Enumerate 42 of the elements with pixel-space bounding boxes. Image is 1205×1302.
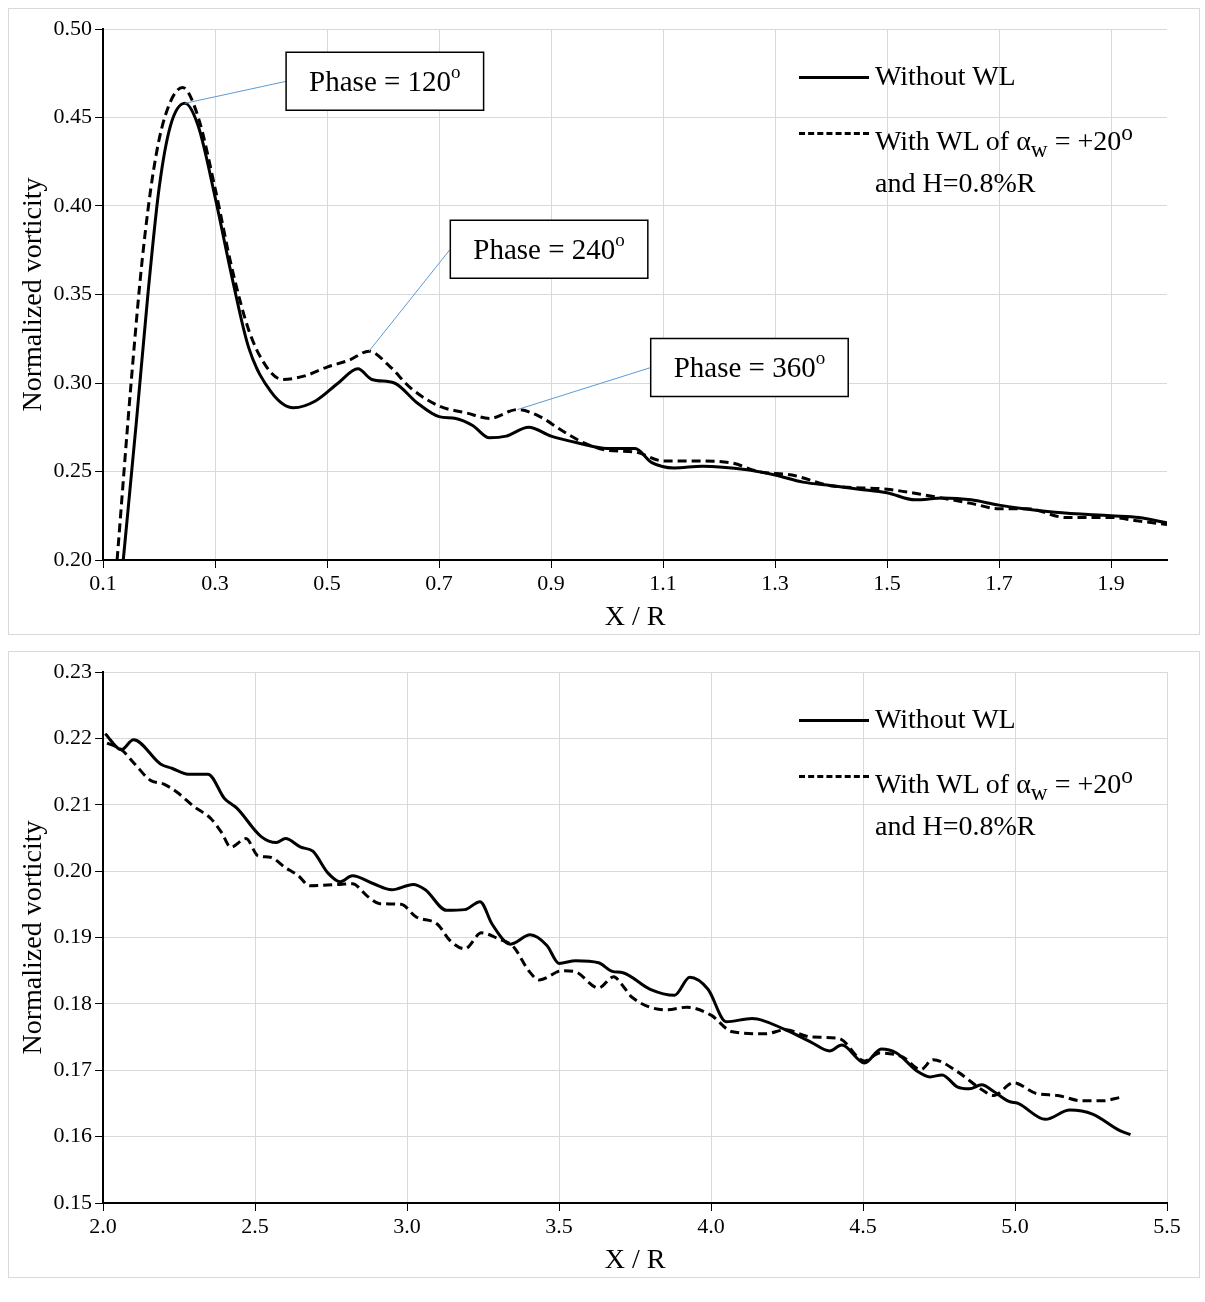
y-tick-label: 0.22 [53,724,93,750]
x-tick-label: 3.5 [545,1212,573,1238]
x-axis-title: X / R [604,599,666,631]
y-tick-label: 0.18 [53,989,93,1015]
x-tick-label: 3.0 [393,1212,421,1238]
text: With WL of α$_{w}$ = +20$^{o}$ and H=0.8%R [875,762,1133,841]
x-tick-label: 5.0 [1001,1212,1029,1238]
y-tick-label: 0.40 [53,191,93,217]
text: With WL of α$_{w}$ = +20$^{o}$ and H=0.8%R [875,119,1133,198]
y-tick-label: 0.25 [53,457,93,483]
y-axis-title: Normalized vorticity [16,177,48,412]
x-tick-label: 2.5 [241,1212,269,1238]
y-tick-label: 0.20 [53,856,93,882]
x-tick-label: 5.5 [1153,1212,1181,1238]
y-tick-label: 0.21 [53,790,93,816]
x-tick-label: 1.7 [985,569,1013,595]
x-tick-label: 4.0 [697,1212,725,1238]
y-tick-label: 0.30 [53,368,93,394]
y-tick-label: 0.15 [53,1188,93,1214]
x-tick-label: 1.3 [761,569,789,595]
y-tick-label: 0.50 [53,14,93,40]
x-tick-label: 2.0 [89,1212,117,1238]
x-tick-label: 0.3 [201,569,229,595]
legend-label: Without WL [875,59,1016,93]
x-tick-label: 4.5 [849,1212,877,1238]
x-tick-label: 0.7 [425,569,453,595]
x-tick-label: 0.9 [537,569,565,595]
x-axis-title: X / R [604,1242,666,1274]
x-tick-label: 0.1 [89,569,117,595]
x-tick-label: 1.9 [1097,569,1125,595]
y-tick-label: 0.23 [53,657,93,683]
y-tick-label: 0.45 [53,103,93,129]
y-tick-label: 0.17 [53,1056,93,1082]
y-tick-label: 0.19 [53,923,93,949]
y-tick-label: 0.35 [53,280,93,306]
y-tick-label: 0.20 [53,545,93,571]
y-tick-label: 0.16 [53,1122,93,1148]
x-tick-label: 1.1 [649,569,677,595]
x-tick-label: 1.5 [873,569,901,595]
legend-label: Without WL [875,702,1016,736]
x-tick-label: 0.5 [313,569,341,595]
y-axis-title: Normalized vorticity [16,820,48,1055]
